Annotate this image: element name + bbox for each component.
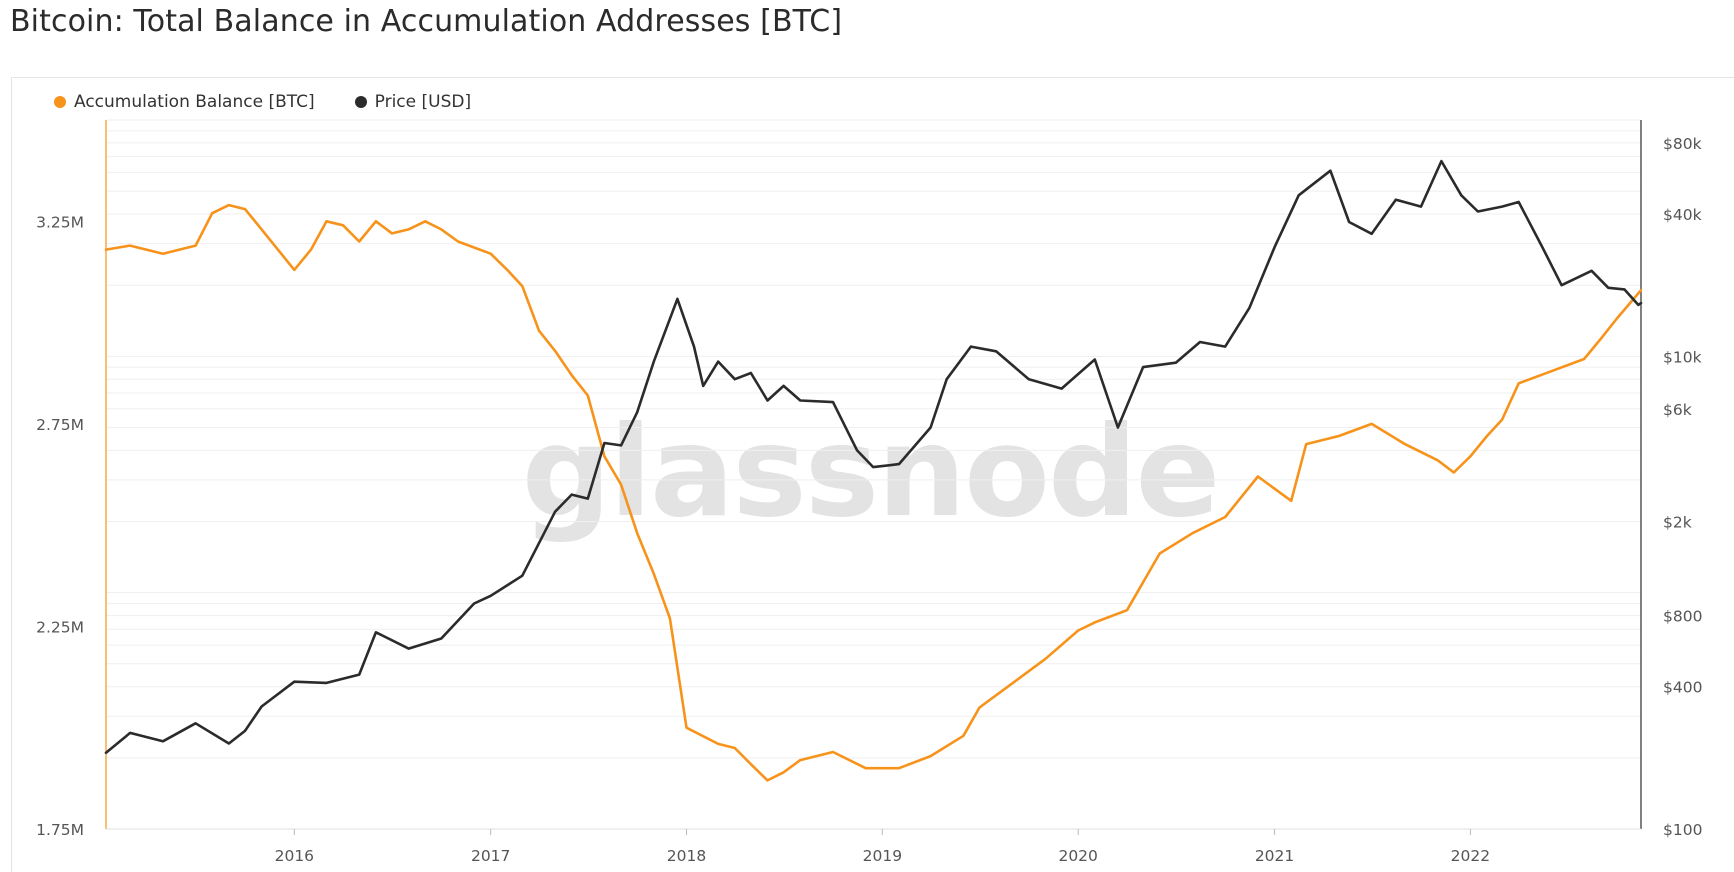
x-tick-label: 2016 — [275, 847, 314, 865]
legend-label: Price [USD] — [374, 92, 472, 112]
legend-item-price[interactable]: Price [USD] — [354, 92, 472, 112]
watermark: glassnode — [522, 400, 1219, 545]
y-right-tick-label: $400 — [1663, 679, 1702, 697]
price-line — [104, 159, 1643, 755]
legend-item-accumulation-balance[interactable]: Accumulation Balance [BTC] — [54, 92, 315, 112]
accumulation-balance-line — [104, 203, 1643, 782]
y-right-tick-label: $100 — [1663, 821, 1702, 839]
page-title: Bitcoin: Total Balance in Accumulation A… — [10, 4, 843, 39]
y-left-tick-label: 2.25M — [36, 618, 84, 636]
y-right-tick-label: $10k — [1663, 348, 1702, 366]
x-tick-label: 2019 — [863, 847, 902, 865]
y-right-tick-label: $2k — [1663, 514, 1692, 532]
x-tick-label: 2021 — [1255, 847, 1294, 865]
chart-card — [11, 77, 1734, 872]
y-left-tick-label: 1.75M — [36, 821, 84, 839]
legend-label: Accumulation Balance [BTC] — [74, 92, 315, 112]
y-right-tick-label: $6k — [1663, 401, 1692, 419]
y-left-tick-label: 3.25M — [36, 213, 84, 231]
legend-dot-orange — [54, 96, 66, 108]
y-right-tick-label: $40k — [1663, 206, 1702, 224]
y-right-tick-label: $80k — [1663, 135, 1702, 153]
legend-dot-dark — [354, 96, 367, 108]
legend: Accumulation Balance [BTC] Price [USD] — [54, 92, 471, 112]
x-tick-label: 2022 — [1451, 847, 1490, 865]
y-right-tick-label: $800 — [1663, 608, 1702, 626]
x-tick-label: 2020 — [1058, 847, 1097, 865]
y-left-tick-label: 2.75M — [36, 416, 84, 434]
x-tick-label: 2018 — [667, 847, 706, 865]
x-tick-label: 2017 — [471, 847, 510, 865]
